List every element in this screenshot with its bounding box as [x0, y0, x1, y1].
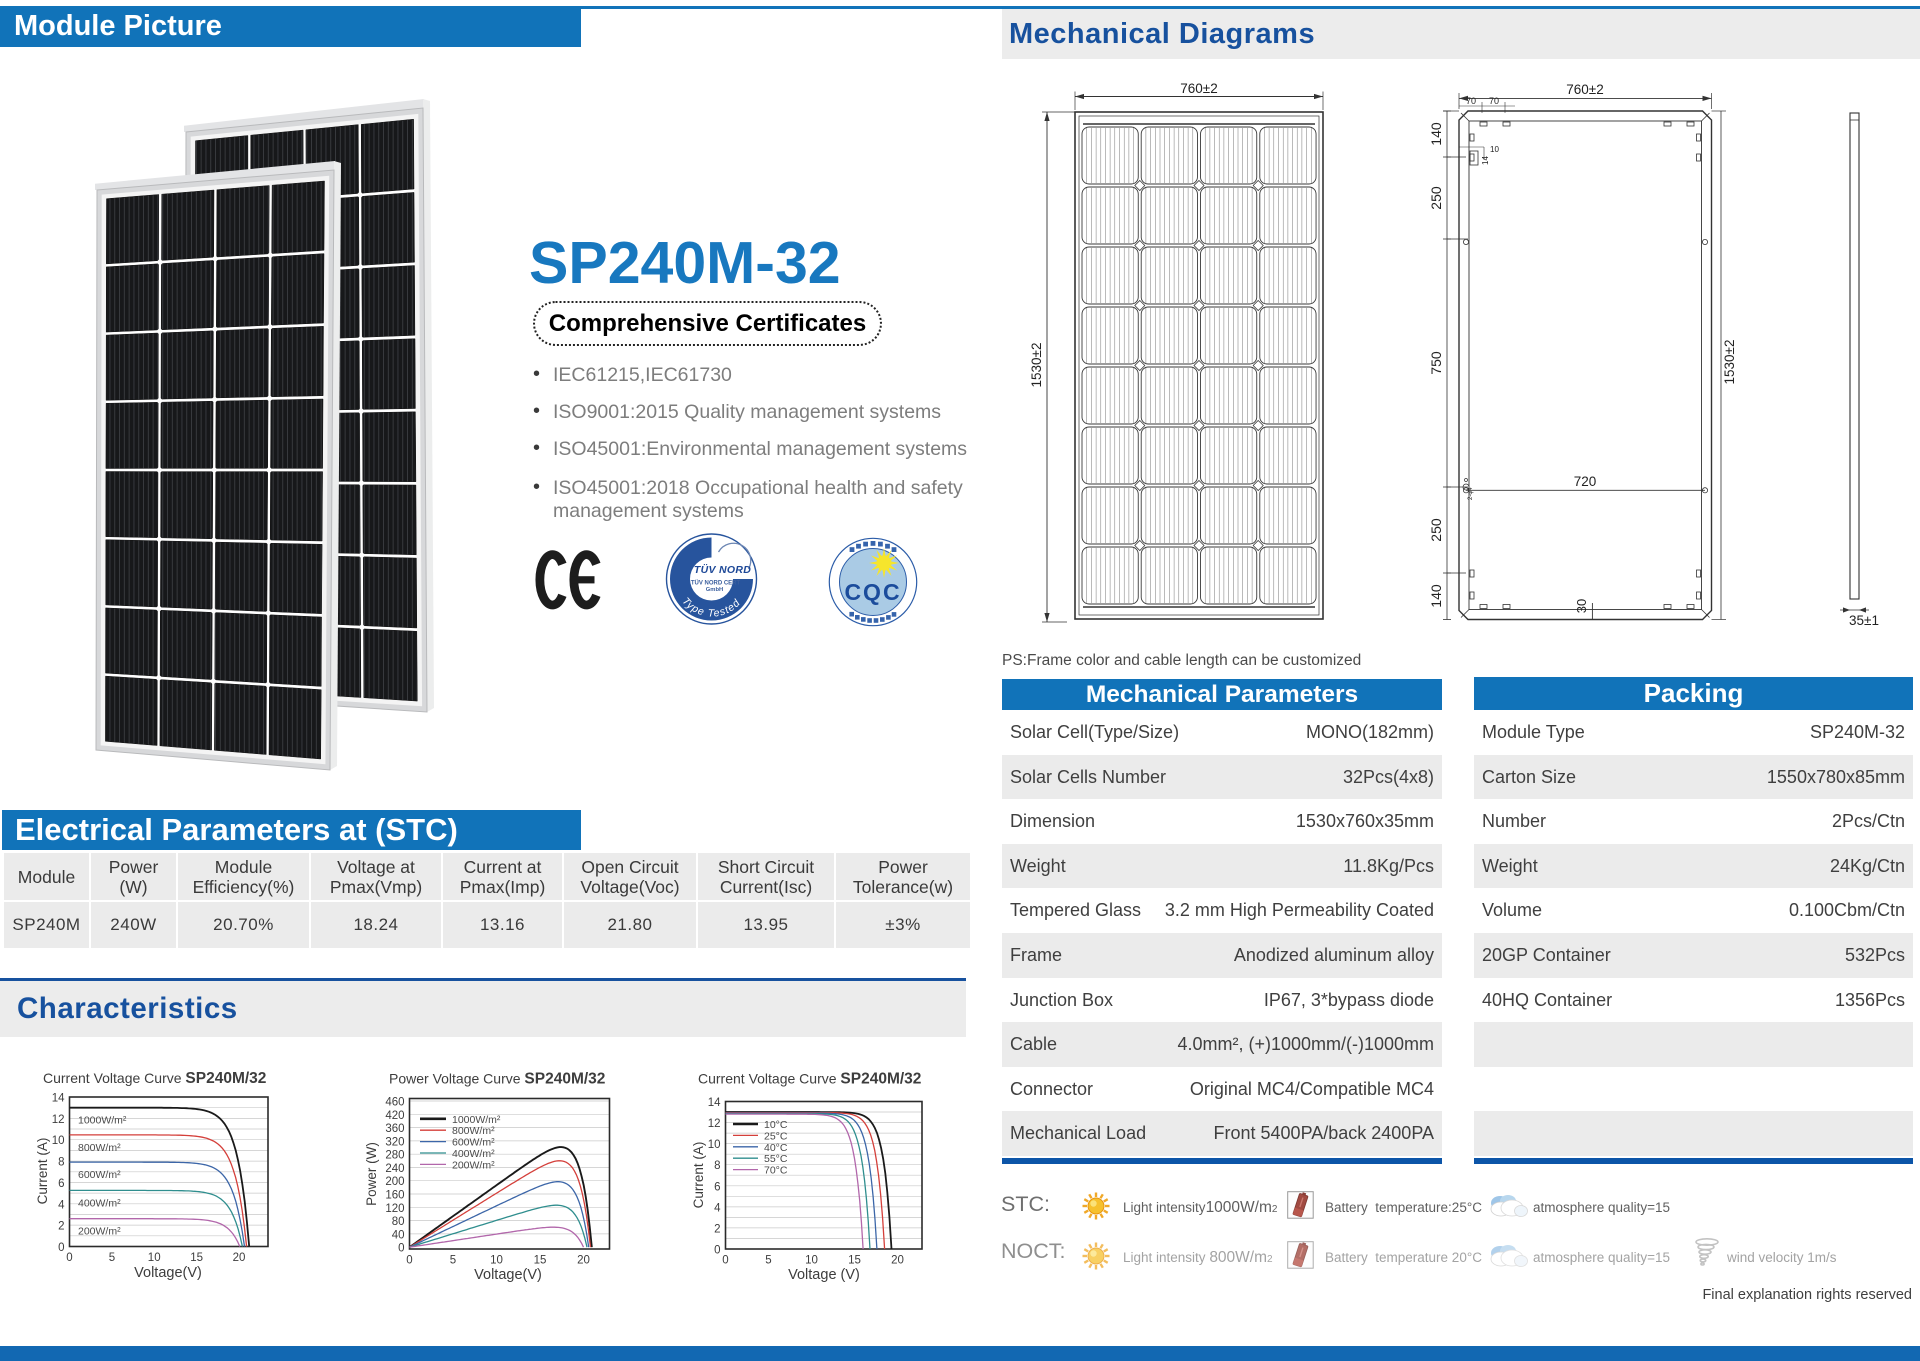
svg-text:750: 750 — [1428, 351, 1444, 375]
svg-text:55°C: 55°C — [764, 1153, 788, 1165]
svg-text:5: 5 — [450, 1255, 456, 1267]
svg-text:4: 4 — [714, 1202, 721, 1214]
svg-text:70: 70 — [1489, 96, 1499, 106]
svg-text:400W/m²: 400W/m² — [78, 1197, 121, 1209]
svg-text:400W/m²: 400W/m² — [452, 1148, 495, 1160]
svg-text:TÜV NORD CERT: TÜV NORD CERT — [691, 580, 741, 587]
svg-text:760±2: 760±2 — [1566, 82, 1603, 97]
svg-text:420: 420 — [385, 1110, 404, 1122]
svg-text:200W/m²: 200W/m² — [452, 1159, 495, 1171]
svg-text:120: 120 — [385, 1203, 404, 1215]
svg-text:5: 5 — [765, 1255, 771, 1267]
svg-text:760±2: 760±2 — [1180, 81, 1217, 96]
svg-text:2: 2 — [714, 1223, 720, 1235]
svg-text:70°C: 70°C — [764, 1165, 788, 1177]
svg-text:Voltage(V): Voltage(V) — [134, 1265, 202, 1281]
svg-text:14: 14 — [52, 1093, 65, 1105]
svg-text:Current Voltage Curve SP240M/3: Current Voltage Curve SP240M/32 — [43, 1070, 266, 1087]
svg-text:160: 160 — [385, 1190, 404, 1202]
svg-text:4: 4 — [58, 1199, 65, 1211]
svg-text:240: 240 — [385, 1163, 404, 1175]
svg-text:12: 12 — [708, 1118, 721, 1130]
svg-text:12: 12 — [52, 1114, 65, 1126]
svg-text:15: 15 — [534, 1255, 547, 1267]
svg-text:6: 6 — [58, 1178, 64, 1190]
svg-text:10: 10 — [708, 1139, 721, 1151]
svg-text:720: 720 — [1574, 474, 1597, 489]
svg-text:250: 250 — [1428, 186, 1444, 210]
svg-text:10: 10 — [490, 1255, 503, 1267]
svg-text:1000W/m²: 1000W/m² — [78, 1115, 127, 1127]
svg-text:800W/m²: 800W/m² — [452, 1125, 495, 1137]
svg-text:200W/m²: 200W/m² — [78, 1226, 121, 1238]
svg-text:15: 15 — [848, 1255, 861, 1267]
svg-text:1000W/m²: 1000W/m² — [452, 1114, 501, 1126]
svg-text:10°C: 10°C — [764, 1119, 788, 1131]
svg-text:0: 0 — [58, 1242, 64, 1254]
svg-text:10: 10 — [148, 1252, 161, 1264]
svg-text:10: 10 — [52, 1135, 65, 1147]
svg-text:8: 8 — [58, 1157, 64, 1169]
svg-text:CQC: CQC — [844, 579, 901, 605]
svg-text:14: 14 — [708, 1097, 721, 1109]
svg-text:40: 40 — [392, 1229, 405, 1241]
svg-text:70: 70 — [1466, 96, 1476, 106]
svg-text:320: 320 — [385, 1136, 404, 1148]
svg-text:10: 10 — [805, 1255, 818, 1267]
svg-text:14: 14 — [1481, 156, 1490, 165]
svg-text:140: 140 — [1428, 122, 1444, 146]
svg-text:1530±2: 1530±2 — [1722, 340, 1737, 385]
svg-text:600W/m²: 600W/m² — [78, 1169, 121, 1181]
svg-text:GmbH: GmbH — [706, 587, 723, 593]
svg-text:280: 280 — [385, 1150, 404, 1162]
svg-text:30: 30 — [1574, 599, 1589, 613]
svg-text:Current Voltage Curve SP240M/3: Current Voltage Curve SP240M/32 — [698, 1071, 921, 1088]
svg-text:460: 460 — [385, 1097, 404, 1109]
svg-text:Current (A): Current (A) — [35, 1138, 50, 1205]
svg-text:5: 5 — [109, 1252, 115, 1264]
svg-text:20: 20 — [577, 1255, 590, 1267]
svg-text:600W/m²: 600W/m² — [452, 1137, 495, 1149]
svg-text:360: 360 — [385, 1123, 404, 1135]
svg-text:250: 250 — [1428, 518, 1444, 542]
svg-text:200: 200 — [385, 1176, 404, 1188]
svg-text:8: 8 — [714, 1160, 720, 1172]
svg-text:35±1: 35±1 — [1849, 613, 1879, 628]
svg-text:20: 20 — [233, 1252, 246, 1264]
svg-text:6: 6 — [714, 1181, 720, 1193]
svg-text:2: 2 — [58, 1221, 64, 1233]
svg-text:Voltage (V): Voltage (V) — [788, 1267, 860, 1283]
svg-text:800W/m²: 800W/m² — [78, 1142, 121, 1154]
svg-text:0: 0 — [714, 1245, 720, 1257]
svg-text:0: 0 — [722, 1255, 728, 1267]
svg-text:140: 140 — [1428, 584, 1444, 608]
svg-text:15: 15 — [190, 1252, 203, 1264]
svg-text:25°C: 25°C — [764, 1130, 788, 1142]
svg-text:Power (W): Power (W) — [364, 1142, 379, 1206]
svg-text:20: 20 — [891, 1255, 904, 1267]
svg-text:0: 0 — [406, 1255, 412, 1267]
svg-text:80: 80 — [392, 1216, 405, 1228]
svg-text:Voltage(V): Voltage(V) — [474, 1267, 542, 1283]
svg-text:2-φ4: 2-φ4 — [1468, 487, 1474, 500]
svg-text:Current (A): Current (A) — [691, 1142, 706, 1209]
svg-text:0: 0 — [66, 1252, 72, 1264]
svg-text:TÜV NORD: TÜV NORD — [694, 563, 751, 576]
svg-text:Power Voltage Curve SP240M/32: Power Voltage Curve SP240M/32 — [389, 1071, 605, 1088]
svg-text:0: 0 — [398, 1243, 404, 1255]
svg-text:40°C: 40°C — [764, 1142, 788, 1154]
svg-text:10: 10 — [1490, 145, 1499, 154]
svg-text:1530±2: 1530±2 — [1029, 343, 1044, 388]
